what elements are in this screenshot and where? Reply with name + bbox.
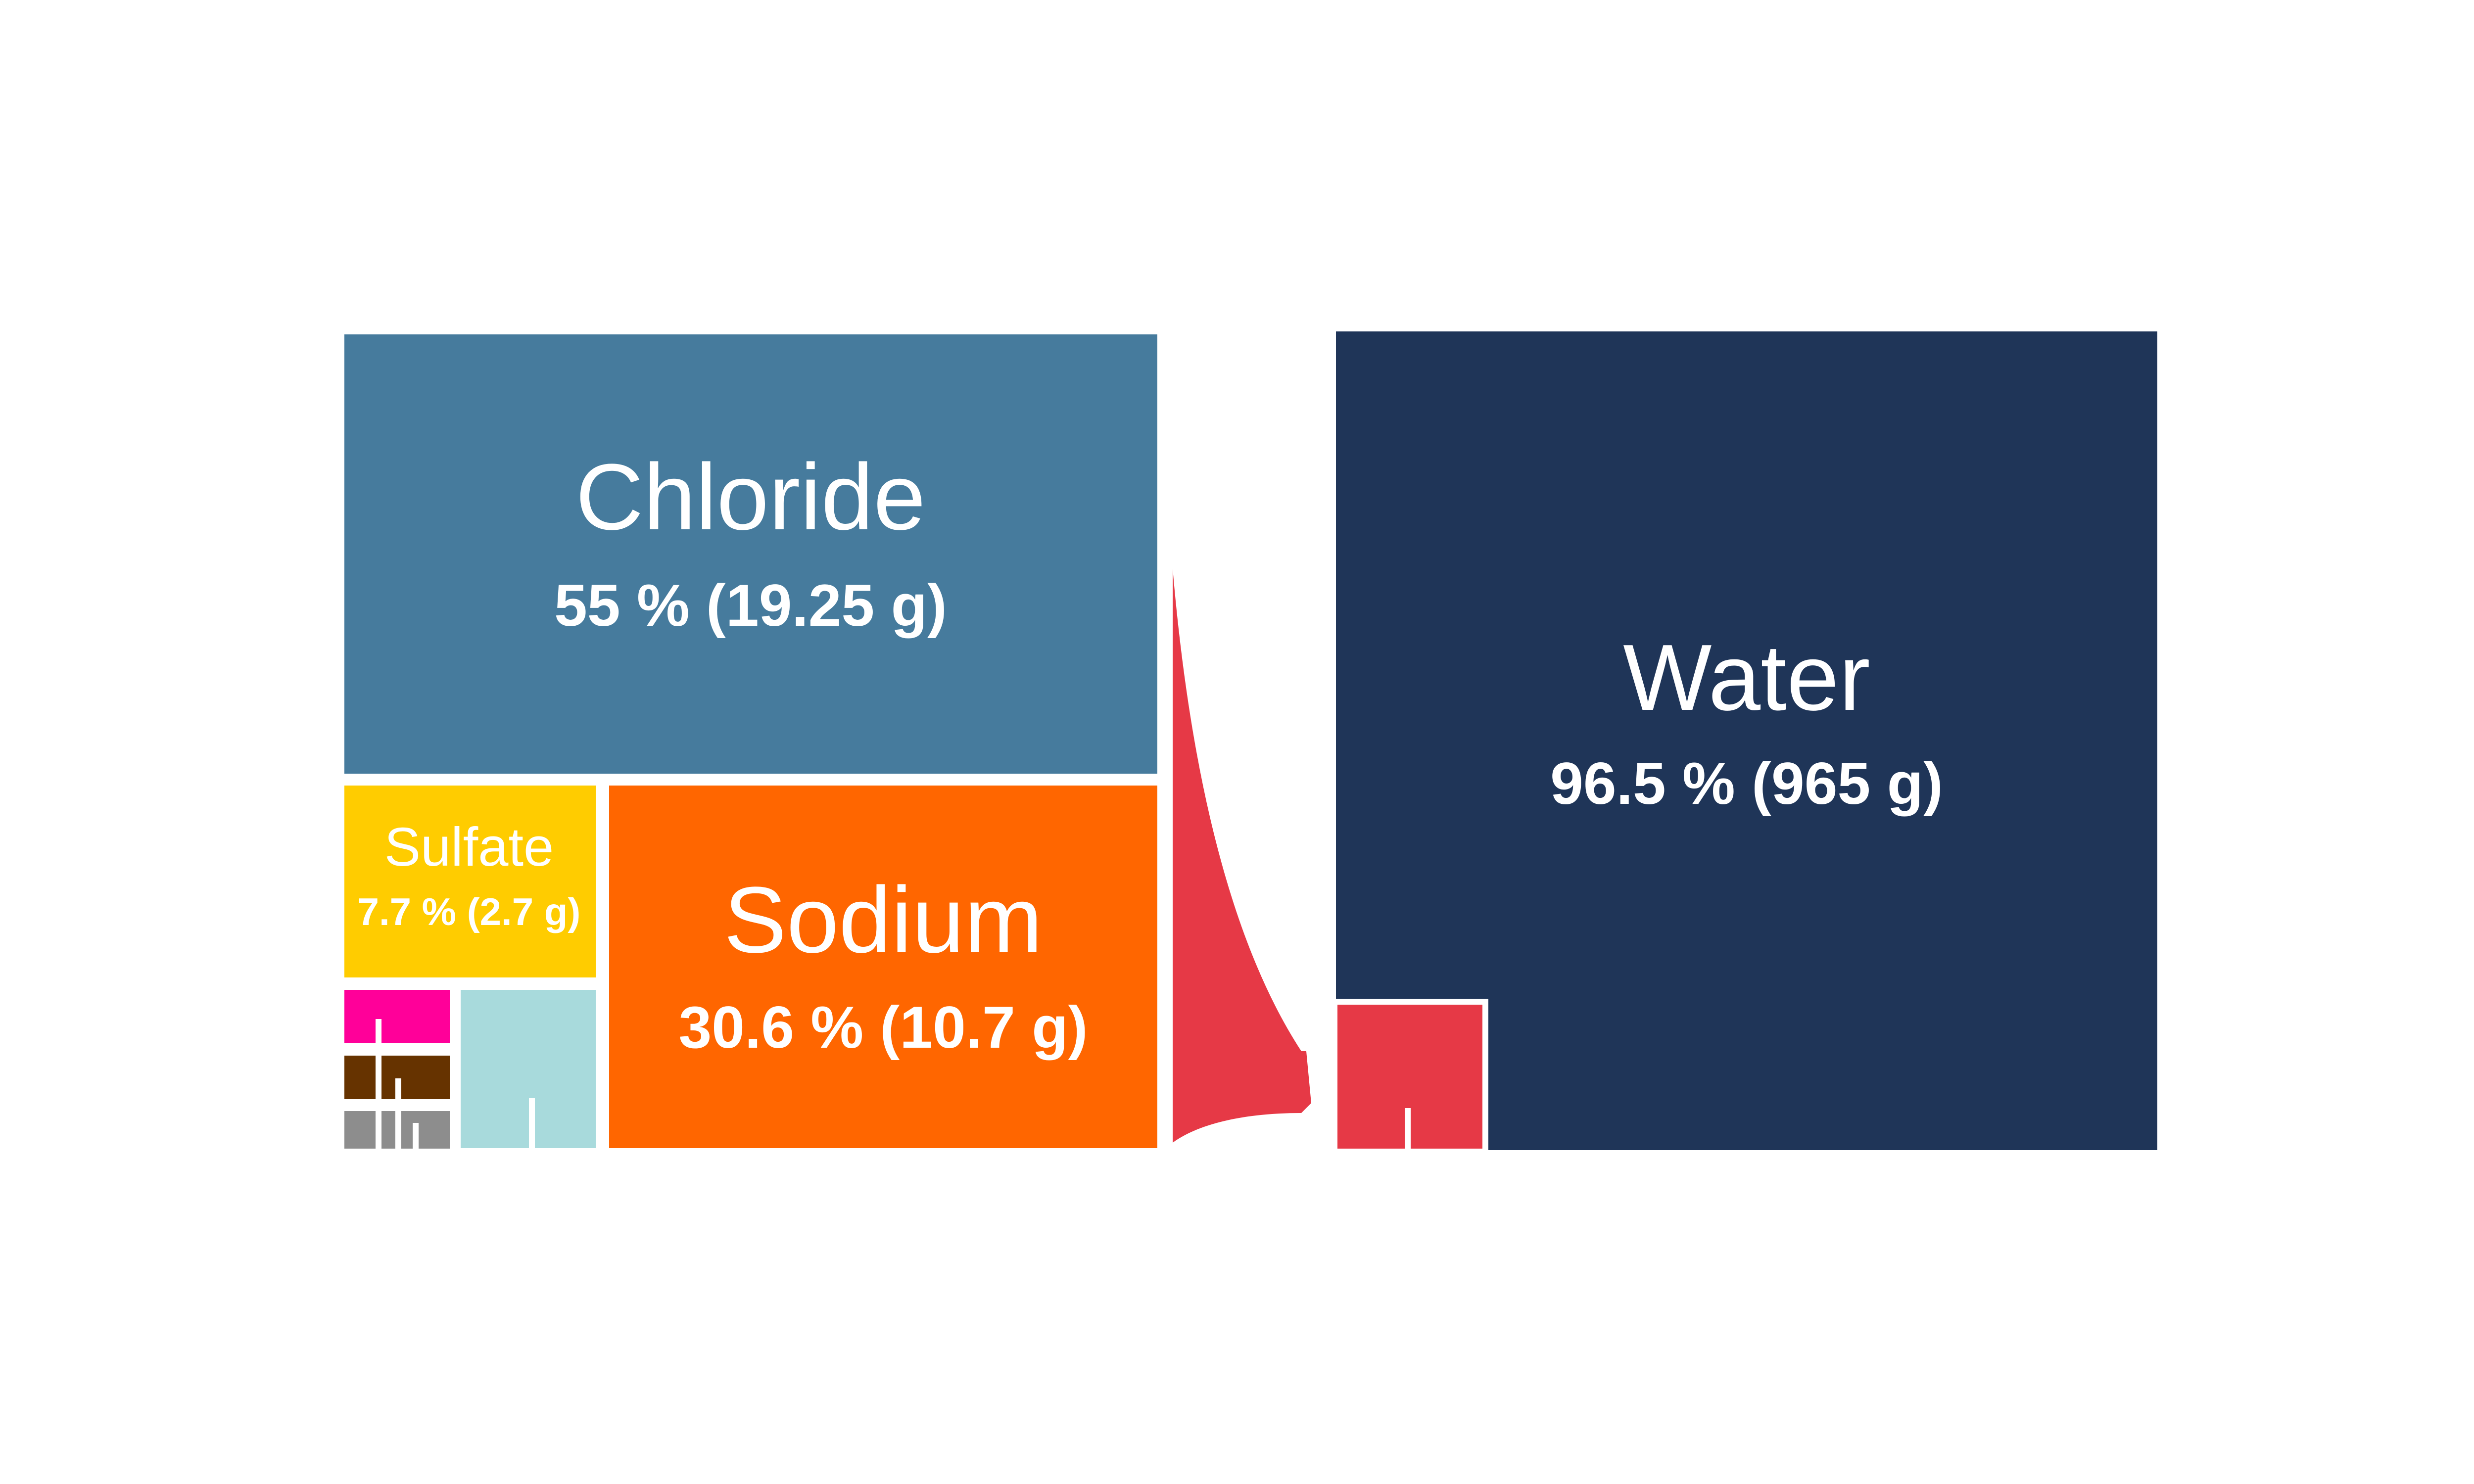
sodium-name-label: Sodium	[724, 868, 1043, 973]
mineral-block-magenta	[338, 984, 456, 1049]
water-value-label: 96.5 % (965 g)	[1550, 750, 1943, 817]
salts-breakdown: Chloride 55 % (19.25 g) Sodium 30.6 % (1…	[338, 328, 1163, 1155]
chloride-value-label: 55 % (19.25 g)	[554, 572, 947, 639]
sodium-value-label: 30.6 % (10.7 g)	[678, 994, 1088, 1061]
chloride-block	[338, 328, 1163, 780]
sodium-block	[603, 780, 1163, 1154]
mineral-block-teal	[455, 984, 602, 1154]
sulfate-name-label: Sulfate	[384, 817, 554, 878]
chloride-name-label: Chloride	[575, 445, 926, 550]
sulfate-block	[338, 780, 602, 983]
sulfate-value-label: 7.7 % (2.7 g)	[358, 890, 581, 933]
zoom-connector	[1173, 569, 1311, 1143]
water-name-label: Water	[1623, 625, 1870, 730]
